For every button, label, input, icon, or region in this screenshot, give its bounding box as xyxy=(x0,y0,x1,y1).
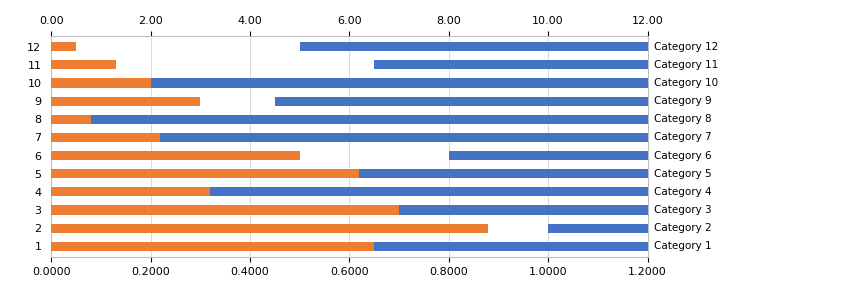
Bar xyxy=(51,169,360,178)
Bar xyxy=(51,187,210,196)
Bar xyxy=(91,115,648,124)
Bar xyxy=(548,224,648,233)
Text: Category 6: Category 6 xyxy=(654,151,712,161)
Text: Category 3: Category 3 xyxy=(654,205,712,215)
Bar xyxy=(151,79,648,88)
Bar xyxy=(51,115,91,124)
Bar xyxy=(160,133,648,142)
Bar xyxy=(51,151,300,160)
Bar xyxy=(51,133,160,142)
Text: Category 7: Category 7 xyxy=(654,132,712,142)
Bar xyxy=(51,97,200,106)
Bar xyxy=(374,242,648,251)
Text: Category 4: Category 4 xyxy=(654,187,712,197)
Bar xyxy=(210,187,648,196)
Bar xyxy=(51,205,399,214)
Bar xyxy=(274,97,648,106)
Text: Category 2: Category 2 xyxy=(654,223,712,233)
Bar xyxy=(51,224,488,233)
Text: Category 11: Category 11 xyxy=(654,60,719,70)
Bar xyxy=(51,79,151,88)
Text: Category 5: Category 5 xyxy=(654,169,712,179)
Bar xyxy=(449,151,648,160)
Text: Category 10: Category 10 xyxy=(654,78,718,88)
Bar xyxy=(300,42,648,51)
Text: Category 12: Category 12 xyxy=(654,42,719,52)
Bar xyxy=(51,42,76,51)
Bar xyxy=(51,242,374,251)
Text: Category 1: Category 1 xyxy=(654,241,712,251)
Bar xyxy=(360,169,648,178)
Bar xyxy=(399,205,648,214)
Text: Category 8: Category 8 xyxy=(654,114,712,124)
Text: Category 9: Category 9 xyxy=(654,96,712,106)
Bar xyxy=(51,60,116,69)
Bar xyxy=(374,60,648,69)
